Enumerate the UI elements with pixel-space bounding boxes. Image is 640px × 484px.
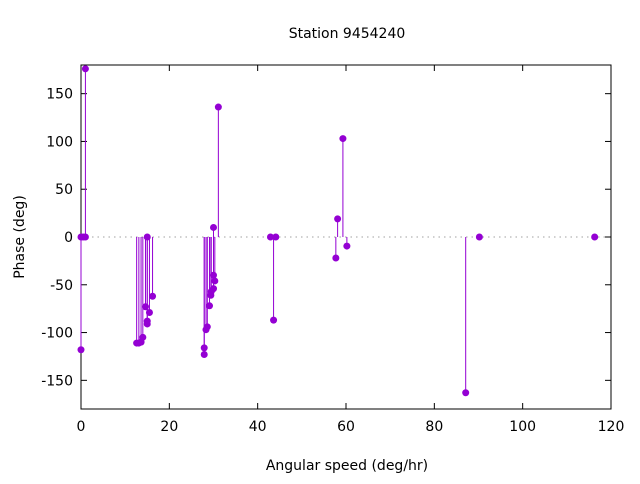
data-point [210,223,217,231]
x-axis-label: Angular speed (deg/hr) [266,458,428,474]
data-point [149,292,157,300]
data-point [211,277,219,285]
y-tick-label: 50 [55,182,73,198]
x-tick-label: 80 [425,419,443,435]
data-point [143,233,151,241]
data-point [214,103,222,111]
data-point [145,308,153,316]
x-tick-label: 100 [509,419,536,435]
data-point [475,233,483,241]
data-point [210,271,217,279]
y-tick-label: 100 [46,134,73,150]
data-point [332,254,340,262]
data-point [272,233,280,241]
data-point [143,320,151,328]
data-point [203,323,211,331]
data-point [270,316,278,324]
x-tick-label: 20 [160,419,178,435]
data-marks [77,65,599,397]
data-point [206,302,214,310]
data-point [77,346,85,354]
y-tick-label: -150 [41,373,73,389]
x-tick-label: 40 [249,419,267,435]
y-tick-label: -100 [41,326,73,342]
data-point [343,242,351,250]
data-point [81,233,89,241]
data-point [139,333,147,341]
x-tick-label: 0 [77,419,86,435]
data-point [591,233,599,241]
data-point [141,303,149,311]
data-point [339,135,347,143]
y-axis-label: Phase (deg) [12,195,28,279]
data-point [200,344,208,352]
axes: 0 20 40 60 80 100 120 -150 -100 -50 0 50 100 150 [41,64,625,435]
y-tick-label: 0 [64,230,73,246]
data-point [210,285,217,293]
y-tick-label: -50 [50,278,73,294]
x-tick-label: 60 [337,419,355,435]
data-point [462,389,470,397]
data-point [200,351,208,359]
y-tick-label: 150 [46,87,73,103]
x-tick-label: 120 [598,419,625,435]
data-point [334,215,342,223]
data-point [81,65,89,73]
chart-title: Station 9454240 [289,26,406,42]
data-point [266,233,274,241]
